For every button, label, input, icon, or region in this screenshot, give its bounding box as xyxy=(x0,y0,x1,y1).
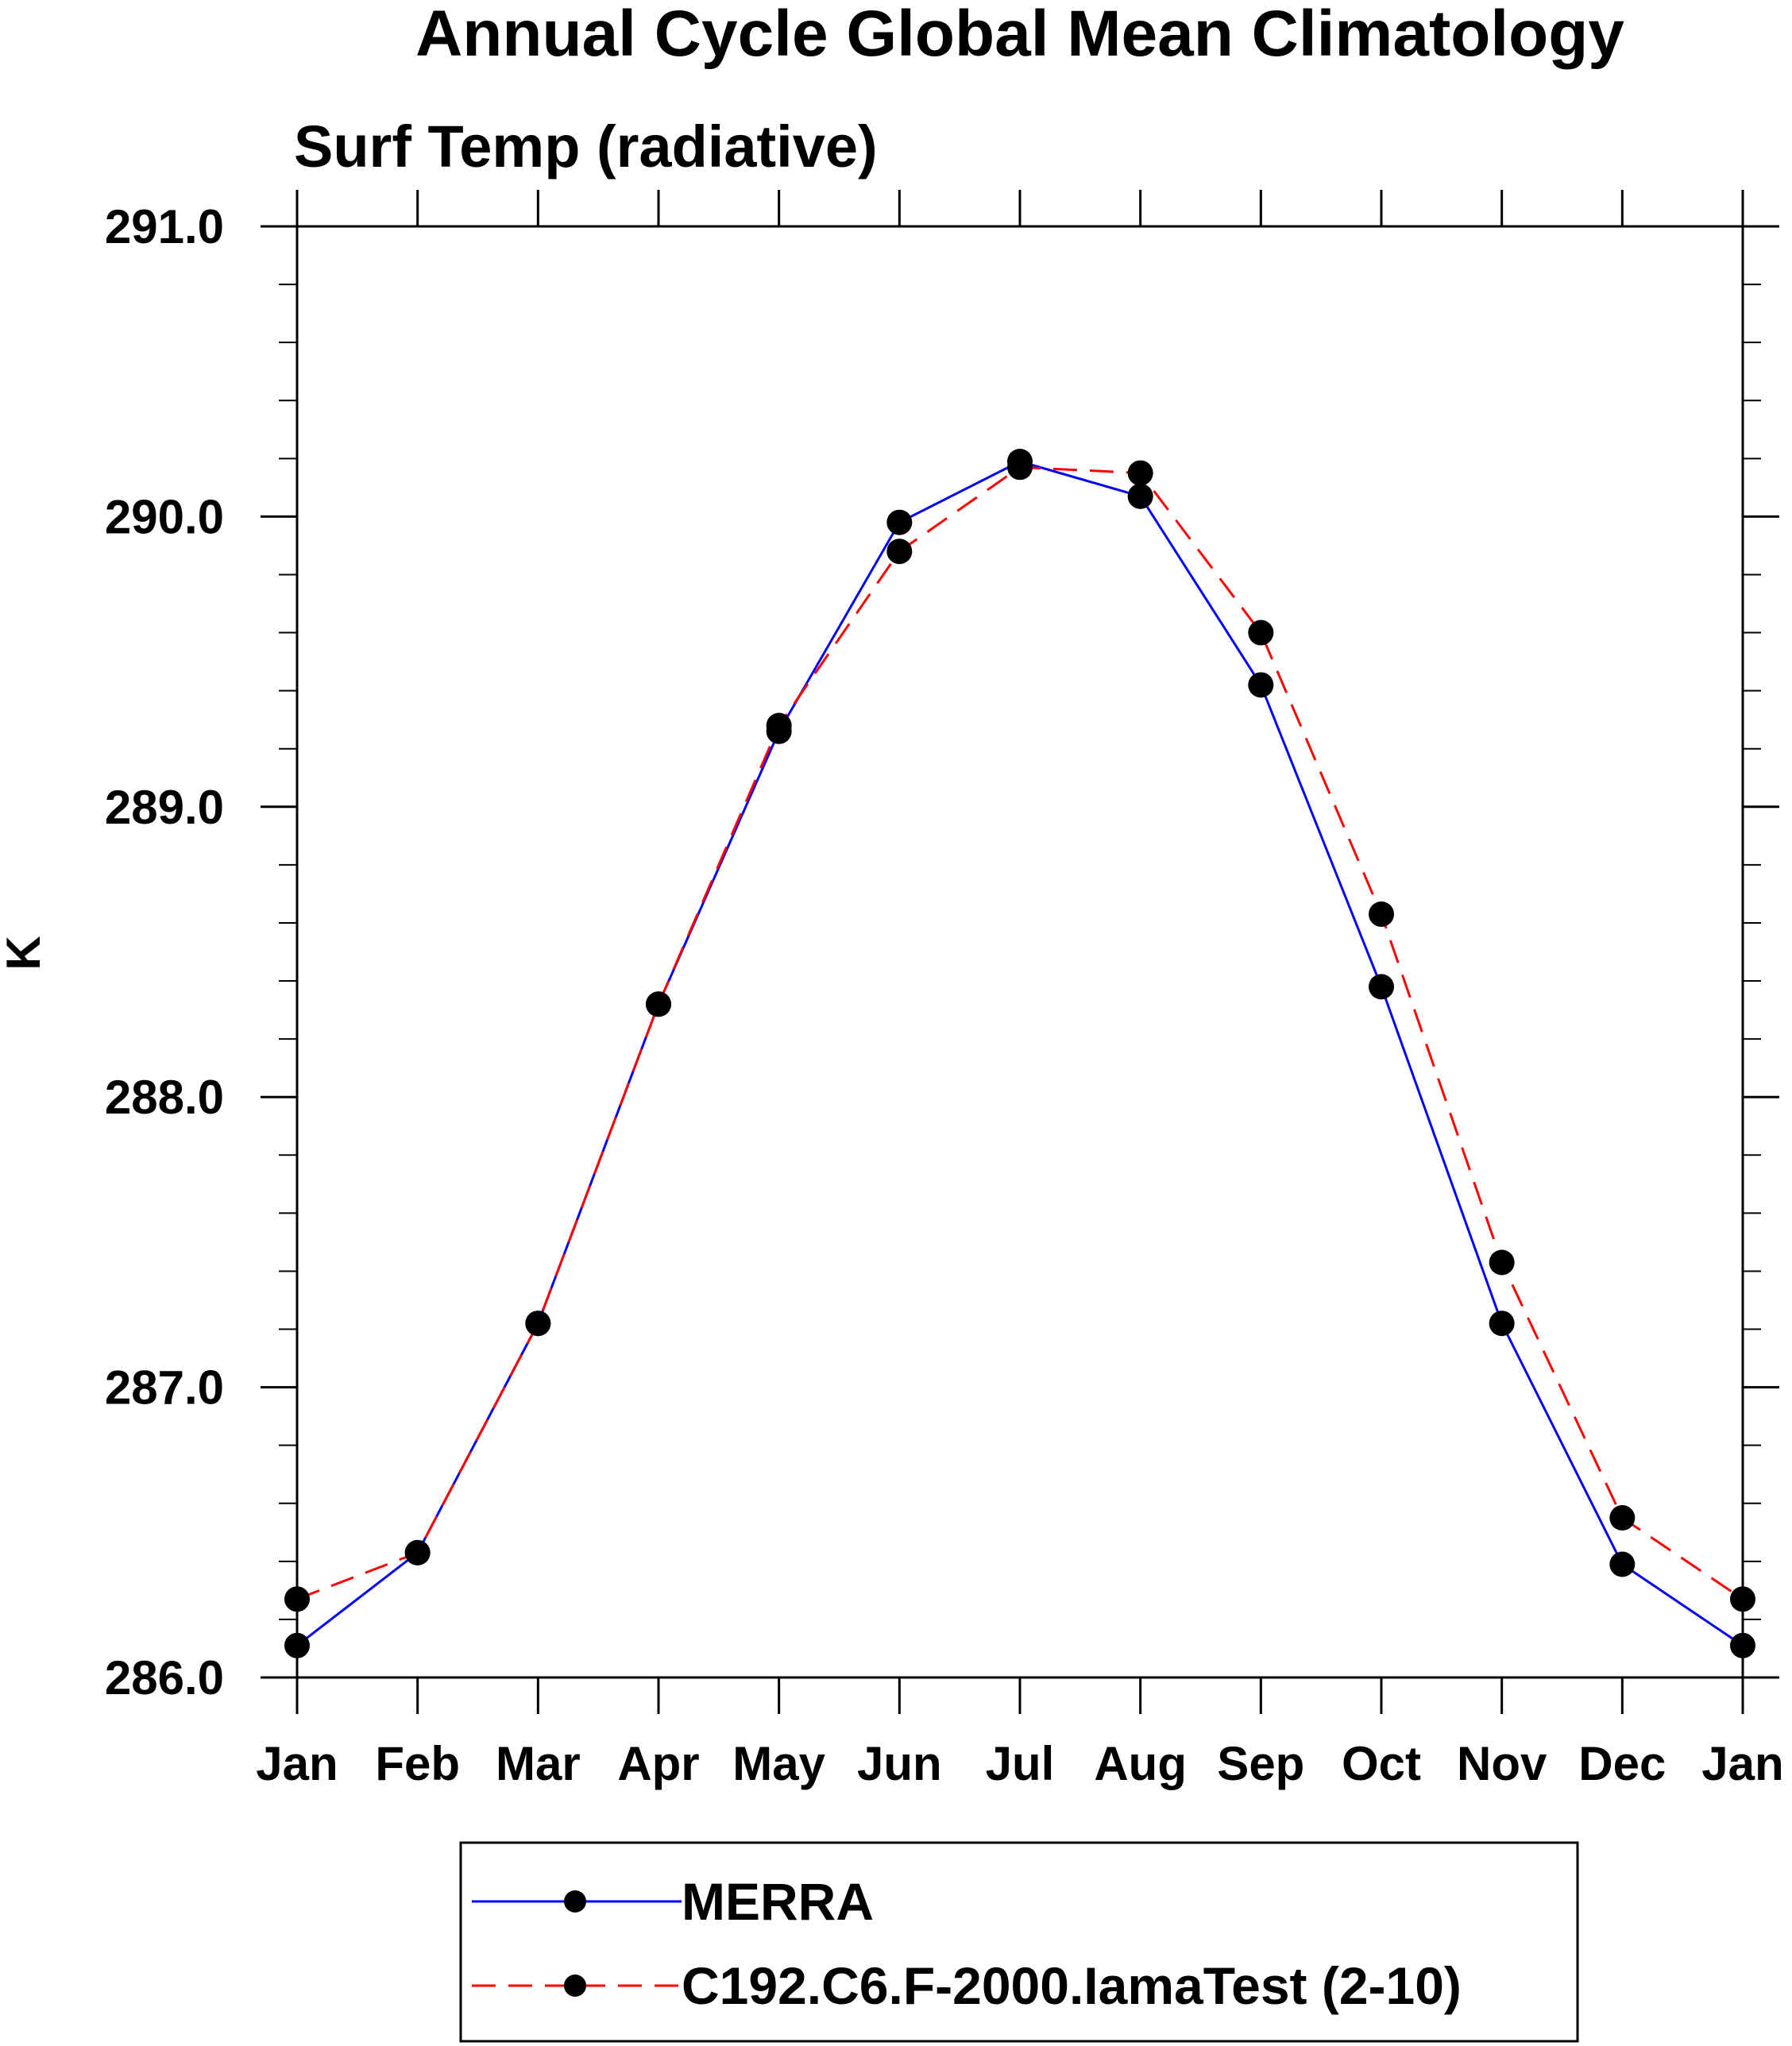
y-tick-label: 291.0 xyxy=(105,200,224,253)
y-tick-label: 290.0 xyxy=(105,490,224,543)
data-point-1 xyxy=(404,1539,431,1565)
chart-title: Annual Cycle Global Mean Climatology xyxy=(415,0,1624,70)
x-tick-label: Feb xyxy=(375,1737,460,1790)
plot-frame xyxy=(295,225,1744,1679)
legend-marker-merra xyxy=(564,1890,586,1913)
legend-box xyxy=(459,1841,1579,2043)
data-point-1 xyxy=(284,1586,310,1612)
legend-marker-c192 xyxy=(564,1975,586,1997)
series-line-0 xyxy=(296,460,1744,1647)
data-point-1 xyxy=(1730,1586,1755,1612)
x-tick-label: Aug xyxy=(1094,1737,1187,1790)
data-point-1 xyxy=(886,539,913,565)
x-tick-label: Jan xyxy=(256,1737,338,1790)
series-markers xyxy=(284,448,1755,1658)
data-point-1 xyxy=(1248,620,1274,646)
legend-label-c192: C192.C6.F-2000.IamaTest (2-10) xyxy=(682,1956,1462,2015)
data-point-0 xyxy=(1248,672,1274,698)
x-tick-label: Jun xyxy=(857,1737,942,1790)
y-tick-label: 286.0 xyxy=(105,1651,224,1704)
legend-label-merra: MERRA xyxy=(682,1872,874,1931)
y-tick-label: 288.0 xyxy=(105,1071,224,1124)
x-tick-label: May xyxy=(732,1737,825,1790)
data-point-0 xyxy=(1369,974,1394,1000)
data-point-1 xyxy=(1369,901,1394,927)
data-point-1 xyxy=(646,991,671,1017)
x-tick-label: Sep xyxy=(1217,1737,1304,1790)
y-tick-label: 287.0 xyxy=(105,1361,224,1415)
axes: Jan Feb Mar Apr May Jun Jul Aug Sep Oct Nov Dec Jan 2… xyxy=(105,190,1784,1790)
data-point-1 xyxy=(525,1311,551,1337)
x-tick-label: Dec xyxy=(1578,1737,1666,1790)
data-point-0 xyxy=(1127,483,1153,509)
data-point-1 xyxy=(1609,1505,1636,1531)
y-axis-label: K xyxy=(0,936,50,970)
x-tick-label: Nov xyxy=(1457,1737,1547,1790)
data-point-1 xyxy=(1127,460,1153,486)
chart-subtitle: Surf Temp (radiative) xyxy=(294,114,878,180)
legend: MERRA C192.C6.F-2000.IamaTest (2-10) xyxy=(459,1841,1579,2043)
data-point-1 xyxy=(1489,1249,1515,1276)
series-lines xyxy=(296,460,1744,1647)
x-tick-label: Oct xyxy=(1342,1737,1421,1790)
data-point-0 xyxy=(886,509,913,535)
data-point-0 xyxy=(1489,1311,1515,1337)
data-point-1 xyxy=(1007,454,1033,481)
x-tick-label: Apr xyxy=(617,1737,699,1790)
x-tick-label: Jan xyxy=(1701,1737,1783,1790)
data-point-0 xyxy=(1730,1632,1755,1658)
x-tick-label: Jul xyxy=(986,1737,1055,1790)
y-tick-label: 289.0 xyxy=(105,781,224,834)
data-point-1 xyxy=(766,712,792,739)
data-point-0 xyxy=(1609,1551,1636,1577)
series-line-1 xyxy=(296,465,1744,1600)
x-tick-label: Mar xyxy=(496,1737,581,1790)
data-point-0 xyxy=(284,1632,310,1658)
